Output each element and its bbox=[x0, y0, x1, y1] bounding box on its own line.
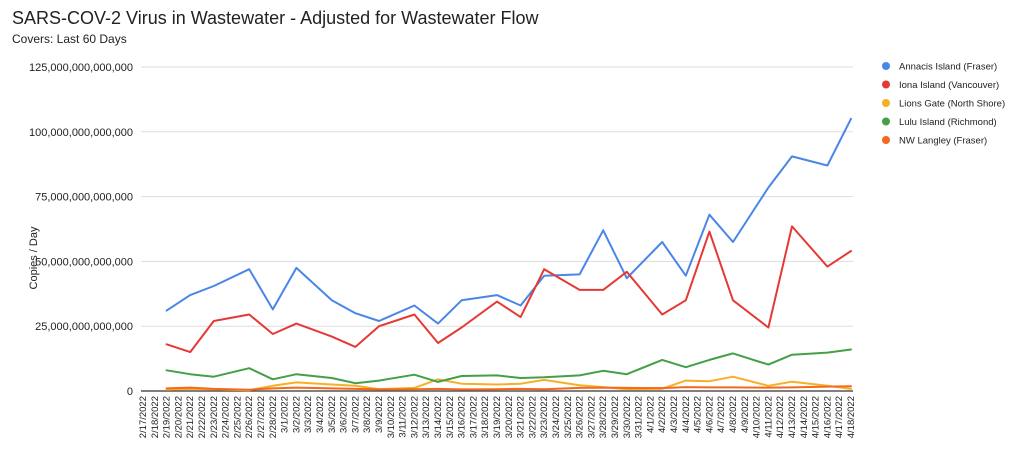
x-tick-label: 3/6/2022 bbox=[339, 396, 350, 433]
x-tick-label: 3/27/2022 bbox=[586, 396, 597, 438]
legend-entry: Annacis Island (Fraser) bbox=[899, 62, 997, 73]
legend-swatch bbox=[882, 99, 890, 107]
x-tick-label: 3/8/2022 bbox=[362, 396, 373, 433]
x-tick-label: 3/20/2022 bbox=[504, 396, 515, 438]
x-tick-label: 2/24/2022 bbox=[221, 396, 232, 438]
x-tick-label: 3/17/2022 bbox=[468, 396, 479, 438]
y-tick-label: 25,000,000,000,000 bbox=[35, 321, 133, 333]
x-tick-label: 4/9/2022 bbox=[740, 396, 751, 433]
legend-entry: NW Langley (Fraser) bbox=[899, 136, 987, 147]
legend-entry: Lulu Island (Richmond) bbox=[899, 117, 997, 128]
x-tick-label: 3/10/2022 bbox=[386, 396, 397, 438]
y-tick-label: 100,000,000,000,000 bbox=[29, 127, 133, 139]
x-tick-label: 3/4/2022 bbox=[315, 396, 326, 433]
x-tick-label: 3/15/2022 bbox=[445, 396, 456, 438]
series-line bbox=[165, 348, 852, 385]
x-tick-label: 4/18/2022 bbox=[846, 396, 857, 438]
y-tick-label: 50,000,000,000,000 bbox=[35, 256, 133, 268]
x-tick-label: 4/13/2022 bbox=[787, 396, 798, 438]
x-tick-label: 3/22/2022 bbox=[527, 396, 538, 438]
x-tick-label: 3/18/2022 bbox=[480, 396, 491, 438]
x-tick-label: 4/2/2022 bbox=[657, 396, 668, 433]
x-tick-label: 2/23/2022 bbox=[209, 396, 220, 438]
x-tick-label: 3/11/2022 bbox=[398, 396, 409, 438]
x-tick-label: 2/18/2022 bbox=[150, 396, 161, 438]
gridlines bbox=[141, 66, 853, 392]
x-tick-label: 3/19/2022 bbox=[492, 396, 503, 438]
y-tick-label: 0 bbox=[127, 386, 133, 398]
x-tick-label: 3/16/2022 bbox=[457, 396, 468, 438]
x-tick-label: 3/2/2022 bbox=[291, 396, 302, 433]
legend-entry: Iona Island (Vancouver) bbox=[899, 80, 999, 91]
legend-swatch bbox=[882, 117, 890, 126]
x-tick-label: 2/26/2022 bbox=[244, 396, 255, 438]
chart-subtitle: Covers: Last 60 Days bbox=[12, 32, 127, 46]
legend-swatch bbox=[882, 80, 890, 89]
series-line bbox=[165, 375, 852, 392]
x-tick-label: 2/22/2022 bbox=[197, 396, 208, 438]
x-tick-label: 3/29/2022 bbox=[610, 396, 621, 438]
x-tick-label: 2/19/2022 bbox=[162, 396, 173, 438]
x-tick-label: 4/8/2022 bbox=[728, 396, 739, 433]
x-tick-label: 4/17/2022 bbox=[834, 396, 845, 438]
x-tick-label: 4/14/2022 bbox=[799, 396, 810, 438]
legend: Annacis Island (Fraser) Iona Island (Vanc… bbox=[882, 62, 1005, 147]
x-tick-label: 2/21/2022 bbox=[185, 396, 196, 438]
y-tick-label: 75,000,000,000,000 bbox=[35, 192, 133, 204]
y-axis-ticks: 0 25,000,000,000,000 50,000,000,000,000 75,… bbox=[29, 62, 133, 398]
x-tick-label: 3/25/2022 bbox=[563, 396, 574, 438]
chart-title: SARS-COV-2 Virus in Wastewater - Adjuste… bbox=[12, 8, 539, 28]
x-tick-label: 3/23/2022 bbox=[539, 396, 550, 438]
x-tick-label: 4/15/2022 bbox=[811, 396, 822, 438]
x-tick-label: 2/25/2022 bbox=[232, 396, 243, 438]
y-tick-label: 125,000,000,000,000 bbox=[29, 62, 133, 74]
x-tick-label: 4/6/2022 bbox=[704, 396, 715, 433]
x-tick-label: 3/12/2022 bbox=[409, 396, 420, 438]
x-tick-label: 4/11/2022 bbox=[763, 396, 774, 438]
series-line bbox=[165, 225, 852, 354]
legend-entry: Lions Gate (North Shore) bbox=[899, 99, 1005, 110]
x-tick-label: 4/12/2022 bbox=[775, 396, 786, 438]
y-axis-label: Copies / Day bbox=[28, 226, 40, 289]
x-tick-label: 4/5/2022 bbox=[693, 396, 704, 433]
x-tick-label: 3/9/2022 bbox=[374, 396, 385, 433]
x-tick-label: 4/10/2022 bbox=[752, 396, 763, 438]
x-tick-label: 3/13/2022 bbox=[421, 396, 432, 438]
legend-swatch bbox=[882, 136, 890, 144]
series-line bbox=[165, 385, 852, 391]
x-tick-label: 4/16/2022 bbox=[822, 396, 833, 438]
x-tick-label: 3/30/2022 bbox=[622, 396, 633, 438]
x-tick-label: 3/31/2022 bbox=[634, 396, 645, 438]
x-tick-label: 4/1/2022 bbox=[645, 396, 656, 433]
x-tick-label: 3/28/2022 bbox=[598, 396, 609, 438]
legend-swatch bbox=[882, 62, 890, 70]
x-axis-ticks: 2/17/2022 2/18/2022 2/19/2022 2/20/2022 2/21… bbox=[138, 396, 857, 438]
x-tick-label: 2/20/2022 bbox=[173, 396, 184, 438]
x-tick-label: 2/28/2022 bbox=[268, 396, 279, 438]
x-tick-label: 3/5/2022 bbox=[327, 396, 338, 433]
x-tick-label: 3/21/2022 bbox=[516, 396, 527, 438]
x-tick-label: 4/3/2022 bbox=[669, 396, 680, 433]
series-lines bbox=[165, 117, 852, 392]
x-tick-label: 3/14/2022 bbox=[433, 396, 444, 438]
series-line bbox=[165, 117, 852, 325]
x-tick-label: 3/24/2022 bbox=[551, 396, 562, 438]
x-tick-label: 3/3/2022 bbox=[303, 396, 314, 433]
x-tick-label: 3/1/2022 bbox=[280, 396, 291, 433]
x-tick-label: 3/26/2022 bbox=[575, 396, 586, 438]
x-tick-label: 4/4/2022 bbox=[681, 396, 692, 433]
x-tick-label: 2/27/2022 bbox=[256, 396, 267, 438]
x-tick-label: 4/7/2022 bbox=[716, 396, 727, 433]
x-tick-label: 2/17/2022 bbox=[138, 396, 149, 438]
x-tick-label: 3/7/2022 bbox=[350, 396, 361, 433]
